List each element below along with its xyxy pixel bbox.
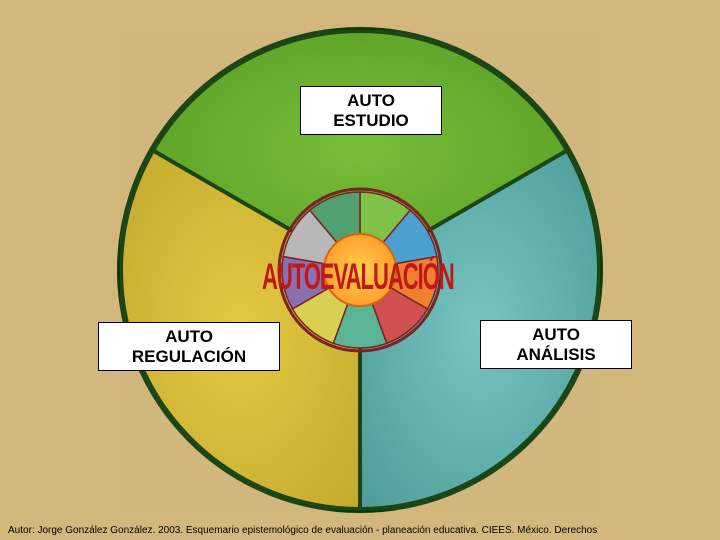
- label-top-line2: ESTUDIO: [333, 111, 409, 130]
- label-right-line2: ANÁLISIS: [516, 345, 595, 364]
- label-right-line1: AUTO: [532, 325, 580, 344]
- diagram-stage: AUTO ESTUDIO AUTO REGULACIÓN AUTO ANÁLIS…: [0, 0, 720, 540]
- footer-citation: Autor: Jorge González González. 2003. Es…: [8, 525, 597, 536]
- label-left: AUTO REGULACIÓN: [98, 322, 280, 371]
- label-right: AUTO ANÁLISIS: [480, 320, 632, 369]
- label-top-line1: AUTO: [347, 91, 395, 110]
- label-top: AUTO ESTUDIO: [300, 86, 442, 135]
- center-label: AUTOEVALUACIÓN: [262, 255, 454, 299]
- label-left-line1: AUTO: [165, 327, 213, 346]
- label-left-line2: REGULACIÓN: [132, 347, 246, 366]
